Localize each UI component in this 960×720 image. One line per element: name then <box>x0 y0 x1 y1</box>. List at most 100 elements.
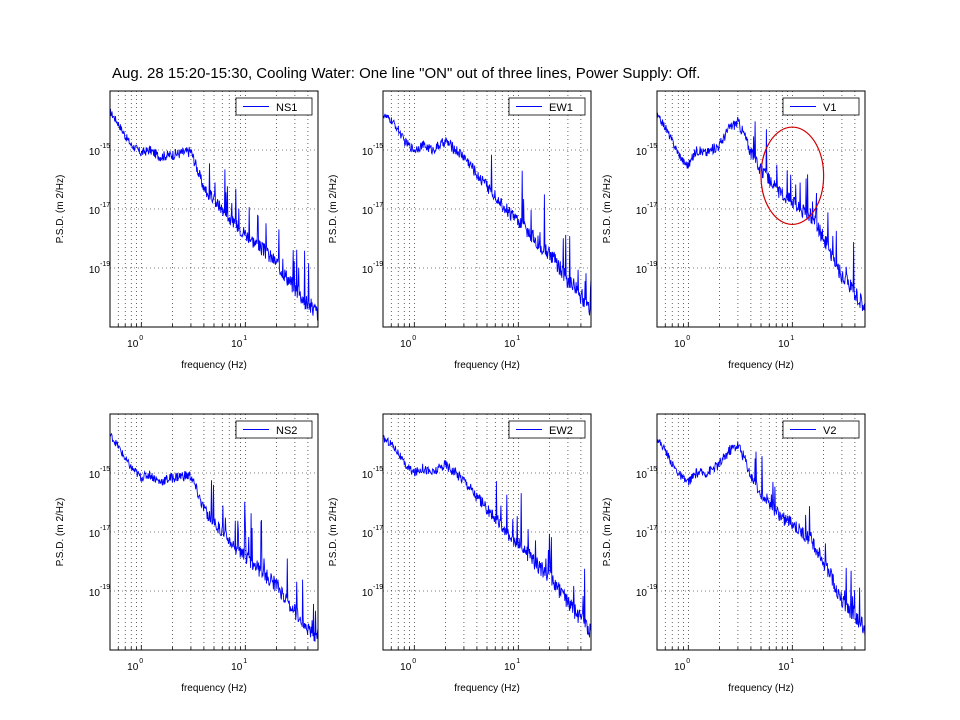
grid-lines <box>110 91 318 327</box>
y-tick-exponent: -17 <box>100 525 110 532</box>
x-tick-exponent: 0 <box>139 658 143 665</box>
y-tick-label: 10 <box>89 470 101 481</box>
grid-lines <box>110 414 318 650</box>
x-tick-exponent: 0 <box>412 658 416 665</box>
y-tick-label: 10 <box>636 265 648 276</box>
grid-lines <box>383 414 591 650</box>
x-tick-label: 10 <box>504 339 516 350</box>
legend-box <box>508 97 586 116</box>
y-tick-exponent: -19 <box>373 584 383 591</box>
legend-label: EW1 <box>549 102 573 114</box>
y-tick-exponent: -17 <box>373 202 383 209</box>
x-tick-exponent: 1 <box>243 658 247 665</box>
x-tick-label: 10 <box>778 662 790 673</box>
y-tick-exponent: -19 <box>647 584 657 591</box>
highlight-ellipse <box>760 126 825 226</box>
y-axis-label: P.S.D. (m 2/Hz) <box>55 175 66 244</box>
y-tick-exponent: -15 <box>373 143 383 150</box>
y-tick-exponent: -17 <box>373 525 383 532</box>
y-tick-label: 10 <box>636 206 648 217</box>
y-tick-label: 10 <box>636 529 648 540</box>
x-tick-exponent: 0 <box>686 658 690 665</box>
y-tick-label: 10 <box>636 147 648 158</box>
legend-box <box>508 420 586 439</box>
x-tick-label: 10 <box>127 662 139 673</box>
psd-trace-ns2 <box>109 432 319 642</box>
y-tick-exponent: -15 <box>647 466 657 473</box>
y-tick-label: 10 <box>89 265 101 276</box>
psd-trace-v2 <box>656 439 866 637</box>
y-tick-exponent: -19 <box>100 261 110 268</box>
x-tick-label: 10 <box>674 662 686 673</box>
psd-trace-ns1 <box>109 108 319 321</box>
y-tick-exponent: -15 <box>373 466 383 473</box>
y-tick-label: 10 <box>362 470 374 481</box>
x-tick-label: 10 <box>127 339 139 350</box>
y-tick-label: 10 <box>362 529 374 540</box>
legend-box <box>235 420 313 439</box>
x-axis-label: frequency (Hz) <box>728 360 794 371</box>
y-tick-label: 10 <box>89 529 101 540</box>
page-title: Aug. 28 15:20-15:30, Cooling Water: One … <box>112 65 701 82</box>
grid-lines <box>383 91 591 327</box>
x-tick-label: 10 <box>231 662 243 673</box>
y-tick-exponent: -19 <box>373 261 383 268</box>
y-tick-label: 10 <box>89 147 101 158</box>
legend-label: NS1 <box>276 102 297 114</box>
x-tick-exponent: 0 <box>412 335 416 342</box>
y-axis-label: P.S.D. (m 2/Hz) <box>602 175 613 244</box>
y-tick-label: 10 <box>89 588 101 599</box>
y-tick-exponent: -19 <box>100 584 110 591</box>
y-tick-label: 10 <box>362 588 374 599</box>
y-tick-label: 10 <box>362 206 374 217</box>
grid-lines <box>657 91 865 327</box>
y-tick-exponent: -15 <box>100 466 110 473</box>
x-tick-label: 10 <box>778 339 790 350</box>
x-axis-label: frequency (Hz) <box>728 683 794 694</box>
x-tick-exponent: 1 <box>790 658 794 665</box>
y-tick-exponent: -17 <box>647 525 657 532</box>
y-tick-exponent: -15 <box>647 143 657 150</box>
x-tick-label: 10 <box>231 339 243 350</box>
y-tick-label: 10 <box>362 265 374 276</box>
y-tick-label: 10 <box>636 470 648 481</box>
x-tick-label: 10 <box>674 339 686 350</box>
y-tick-label: 10 <box>89 206 101 217</box>
x-tick-exponent: 1 <box>243 335 247 342</box>
y-tick-exponent: -17 <box>647 202 657 209</box>
x-tick-exponent: 1 <box>516 658 520 665</box>
y-axis-label: P.S.D. (m 2/Hz) <box>328 175 339 244</box>
legend-label: EW2 <box>549 425 573 437</box>
legend-box <box>782 420 860 439</box>
x-axis-label: frequency (Hz) <box>181 683 247 694</box>
legend-box <box>782 97 860 116</box>
y-tick-exponent: -15 <box>100 143 110 150</box>
y-tick-label: 10 <box>636 588 648 599</box>
y-tick-exponent: -17 <box>100 202 110 209</box>
grid-lines <box>657 414 865 650</box>
x-tick-label: 10 <box>504 662 516 673</box>
y-axis-label: P.S.D. (m 2/Hz) <box>55 498 66 567</box>
x-tick-exponent: 0 <box>686 335 690 342</box>
y-tick-exponent: -19 <box>647 261 657 268</box>
legend-label: V1 <box>823 102 836 114</box>
legend-label: V2 <box>823 425 836 437</box>
legend-label: NS2 <box>276 425 297 437</box>
legend-box <box>235 97 313 116</box>
psd-trace-ew2 <box>382 434 592 638</box>
y-axis-label: P.S.D. (m 2/Hz) <box>328 498 339 567</box>
x-tick-label: 10 <box>400 339 412 350</box>
x-tick-exponent: 0 <box>139 335 143 342</box>
x-tick-label: 10 <box>400 662 412 673</box>
x-axis-label: frequency (Hz) <box>181 360 247 371</box>
x-tick-exponent: 1 <box>790 335 794 342</box>
y-axis-label: P.S.D. (m 2/Hz) <box>602 498 613 567</box>
x-tick-exponent: 1 <box>516 335 520 342</box>
